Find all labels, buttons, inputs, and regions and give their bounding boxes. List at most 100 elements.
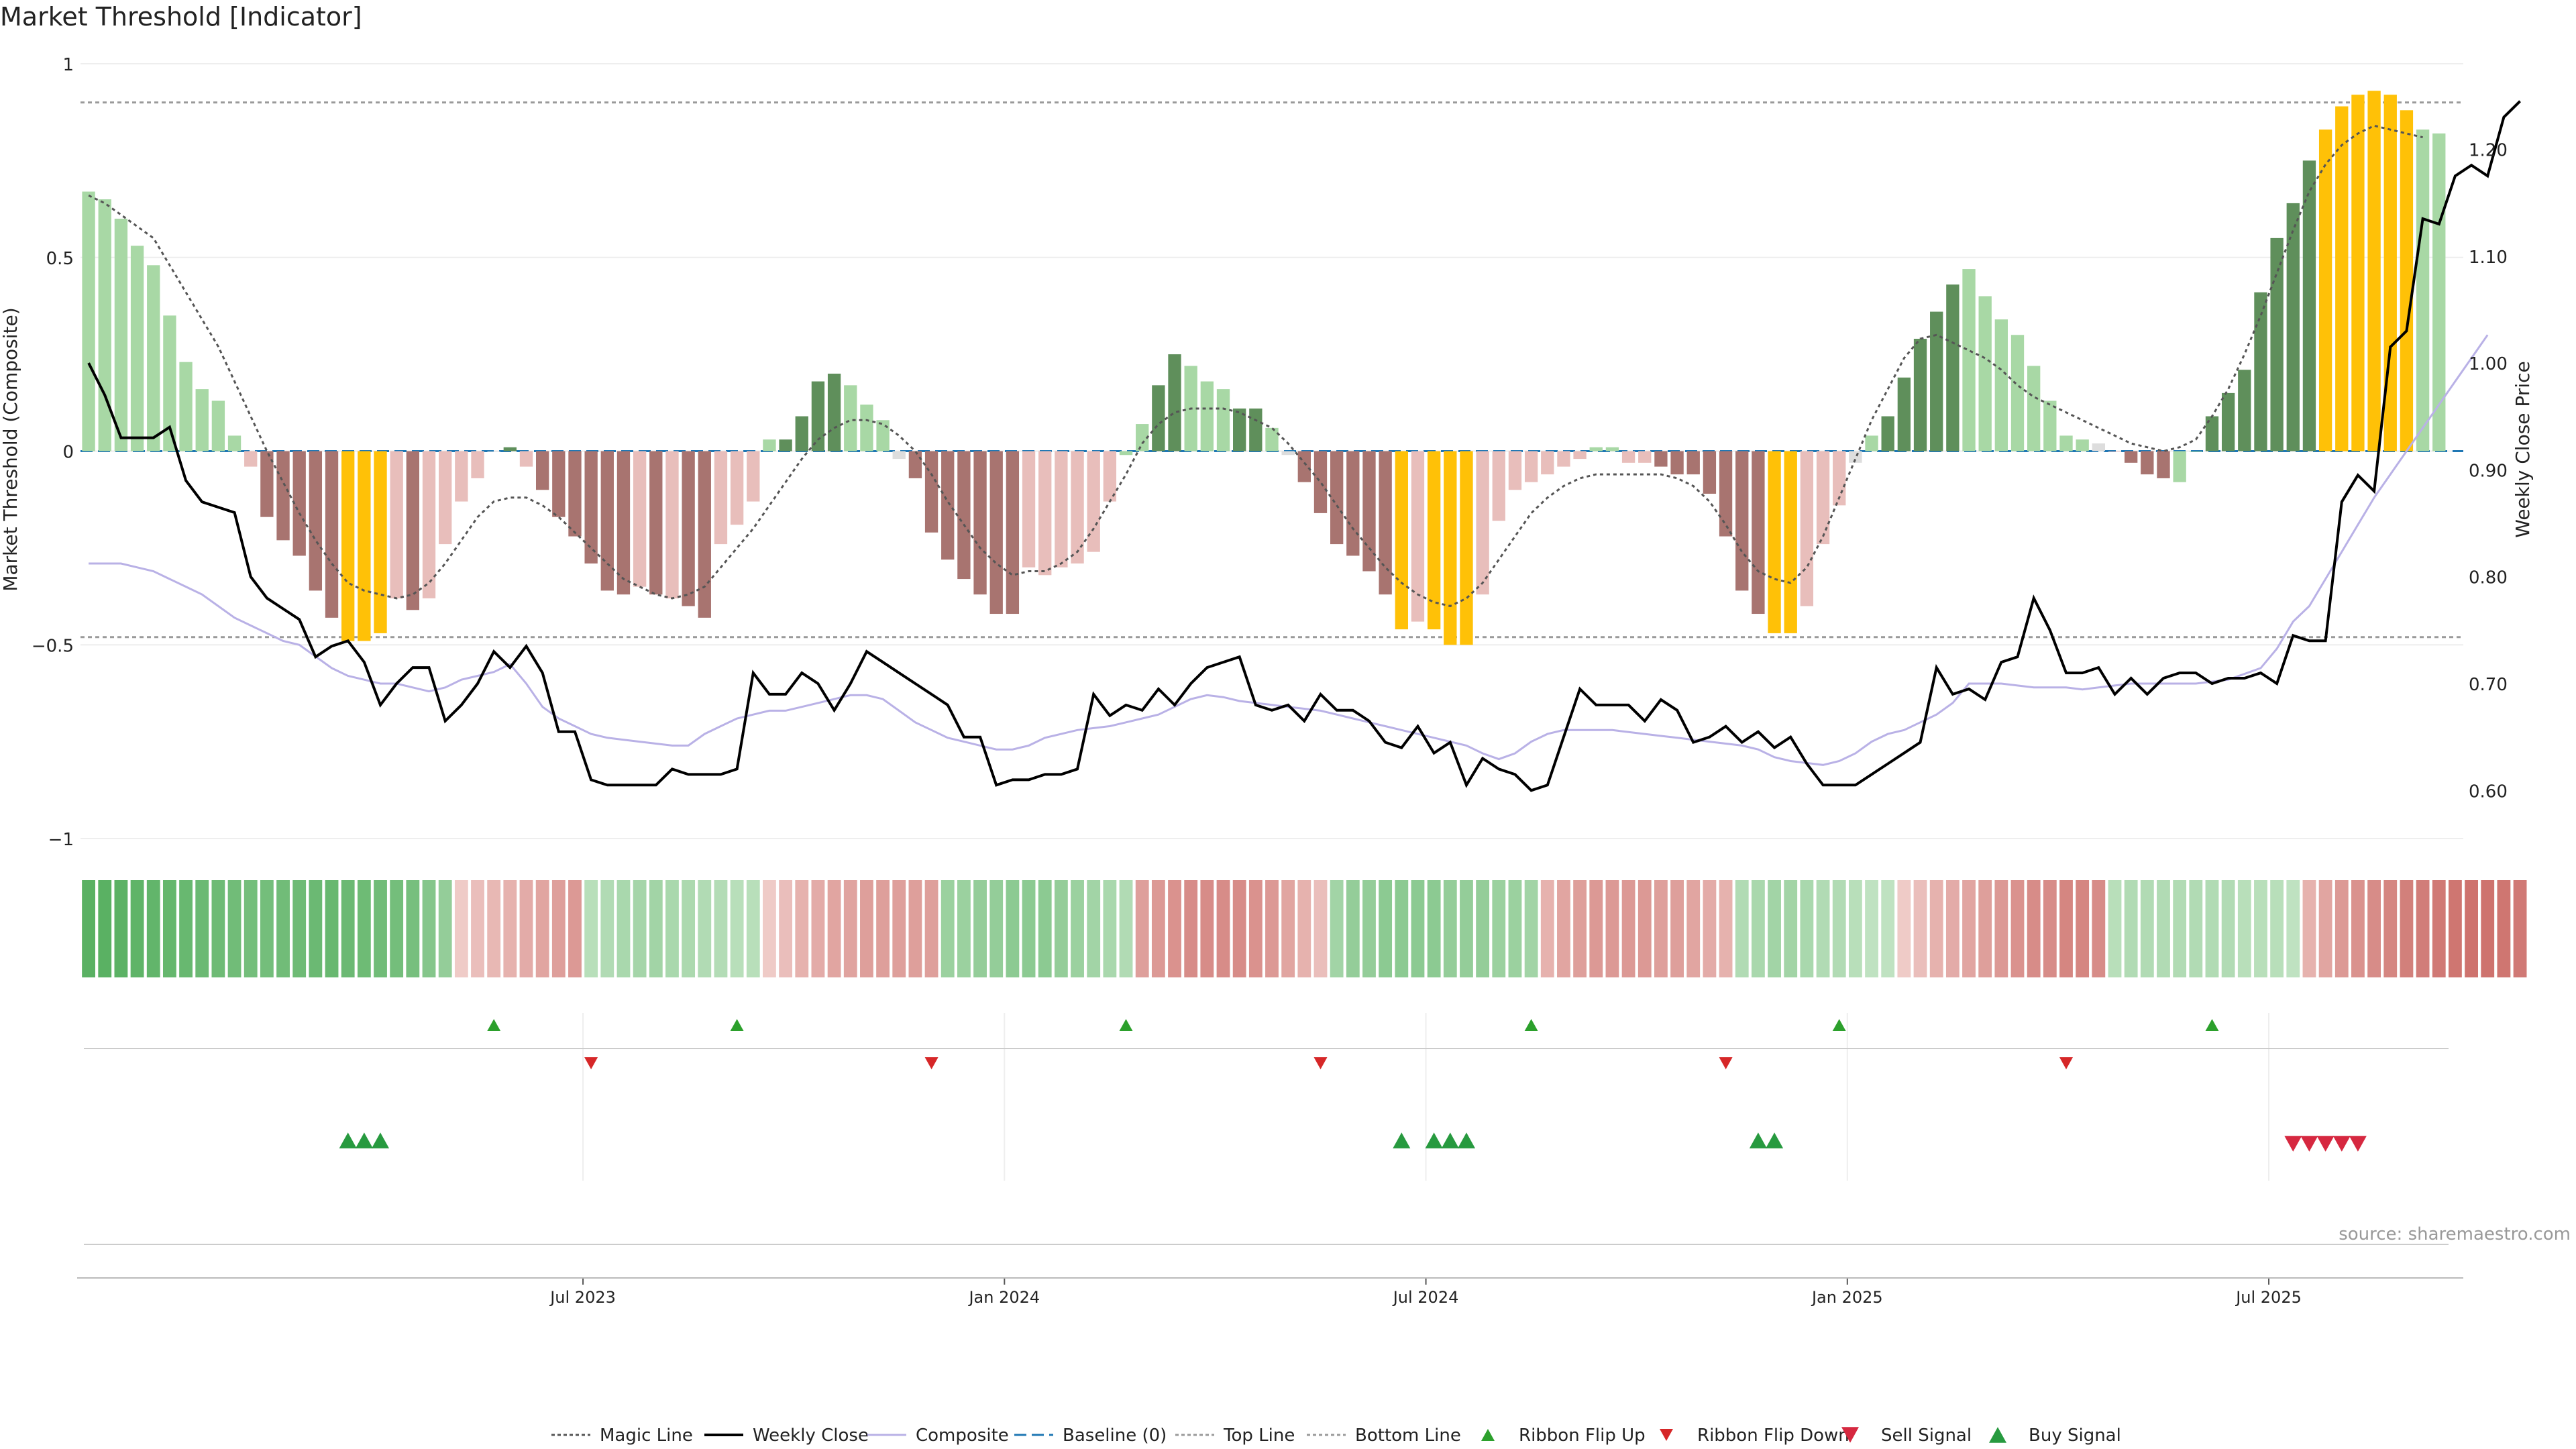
composite-bar (1849, 451, 1862, 463)
ribbon-cell (82, 880, 95, 977)
ribbon-cell (1751, 880, 1765, 977)
composite-bar (876, 420, 890, 451)
composite-bar (1735, 451, 1749, 591)
composite-bar (2302, 160, 2316, 451)
composite-bar (1313, 451, 1328, 513)
sell-signal-marker (2316, 1136, 2334, 1152)
ribbon-cell (260, 880, 274, 977)
composite-bar (924, 451, 938, 533)
ribbon-cell (1071, 880, 1084, 977)
composite-bar (519, 451, 533, 467)
ribbon-cell (1897, 880, 1911, 977)
composite-line (89, 334, 2489, 766)
composite-bar (2157, 451, 2170, 478)
ribbon-cell (357, 880, 371, 977)
ribbon-cell (438, 880, 452, 977)
ribbon-cell (1994, 880, 2008, 977)
legend-label: Bottom Line (1355, 1426, 1461, 1446)
composite-bar (2173, 451, 2186, 482)
ribbon-cell (763, 880, 776, 977)
composite-bar (1865, 435, 1878, 451)
composite-bar (276, 451, 290, 541)
composite-bar (1752, 451, 1765, 614)
ribbon-cell (325, 880, 339, 977)
ribbon-cell (2432, 880, 2446, 977)
ribbon-cell (957, 880, 971, 977)
ribbon-cell (1006, 880, 1020, 977)
ribbon-flip-up-marker (730, 1019, 744, 1031)
ribbon-cell (1184, 880, 1198, 977)
composite-bar (1249, 408, 1263, 451)
composite-bar (860, 405, 873, 451)
composite-bar (244, 451, 258, 467)
ribbon-cell (616, 880, 631, 977)
composite-bar (1670, 451, 1684, 475)
ribbon-cell (1686, 880, 1701, 977)
ribbon-cell (1281, 880, 1295, 977)
ribbon-cell (1168, 880, 1181, 977)
composite-bar (471, 451, 484, 478)
legend-swatch (1481, 1429, 1495, 1441)
ribbon-cell (2076, 880, 2090, 977)
ribbon-cell (2254, 880, 2267, 977)
ribbon-flip-up-marker (1119, 1019, 1133, 1031)
composite-bar (1508, 451, 1522, 490)
composite-bar (973, 451, 987, 595)
ribbon-cell (1670, 880, 1684, 977)
composite-bar (1897, 377, 1911, 451)
ribbon-cell (860, 880, 873, 977)
composite-bar (1686, 451, 1700, 475)
composite-bar (292, 451, 306, 556)
composite-bar (1800, 451, 1814, 606)
composite-bar (2092, 443, 2105, 451)
ribbon-cell (2027, 880, 2041, 977)
ribbon-cell (1038, 880, 1052, 977)
composite-bar (633, 451, 647, 587)
series-lines (87, 100, 2522, 792)
composite-bar (439, 451, 452, 545)
composite-bar (1784, 451, 1797, 633)
ribbon-strip (82, 880, 2527, 977)
composite-bar (1200, 381, 1214, 451)
chart-title: Market Threshold [Indicator] (0, 2, 362, 32)
ribbon-cell (2270, 880, 2284, 977)
composite-bar (309, 451, 323, 591)
y2-tick-label: 0.90 (2469, 461, 2508, 481)
composite-bar (730, 451, 744, 525)
ribbon-cell (1540, 880, 1554, 977)
composite-bar (1411, 451, 1425, 622)
composite-bar (2318, 129, 2332, 451)
composite-bar (649, 451, 663, 595)
ribbon-cell (2334, 880, 2349, 977)
composite-bar (908, 451, 922, 478)
ribbon-cell (179, 880, 193, 977)
ribbon-cell (811, 880, 825, 977)
ribbon-cell (2416, 880, 2430, 977)
composite-bar (1427, 451, 1441, 630)
ribbon-cell (2383, 880, 2398, 977)
composite-bar (1379, 451, 1392, 595)
composite-bar (779, 439, 792, 451)
x-tick-label: Jul 2025 (2235, 1288, 2302, 1307)
composite-bar (358, 451, 371, 641)
composite-bar (195, 389, 209, 451)
ribbon-cell (1248, 880, 1263, 977)
ribbon-cell (276, 880, 290, 977)
ribbon-cell (2465, 880, 2478, 977)
ribbon-cell (1492, 880, 1506, 977)
ribbon-cell (1719, 880, 1733, 977)
ribbon-flip-down-marker (924, 1057, 938, 1069)
composite-bar (98, 199, 111, 451)
ribbon-cell (2481, 880, 2495, 977)
composite-bar (682, 451, 695, 606)
ribbon-cell (682, 880, 696, 977)
ribbon-cell (390, 880, 404, 977)
composite-bar (1881, 416, 1894, 451)
buy-signal-marker (339, 1132, 357, 1148)
composite-bar (2254, 292, 2267, 451)
ribbon-cell (892, 880, 906, 977)
ribbon-cell (779, 880, 793, 977)
composite-bar (957, 451, 971, 580)
legend-swatch (1841, 1427, 1859, 1443)
